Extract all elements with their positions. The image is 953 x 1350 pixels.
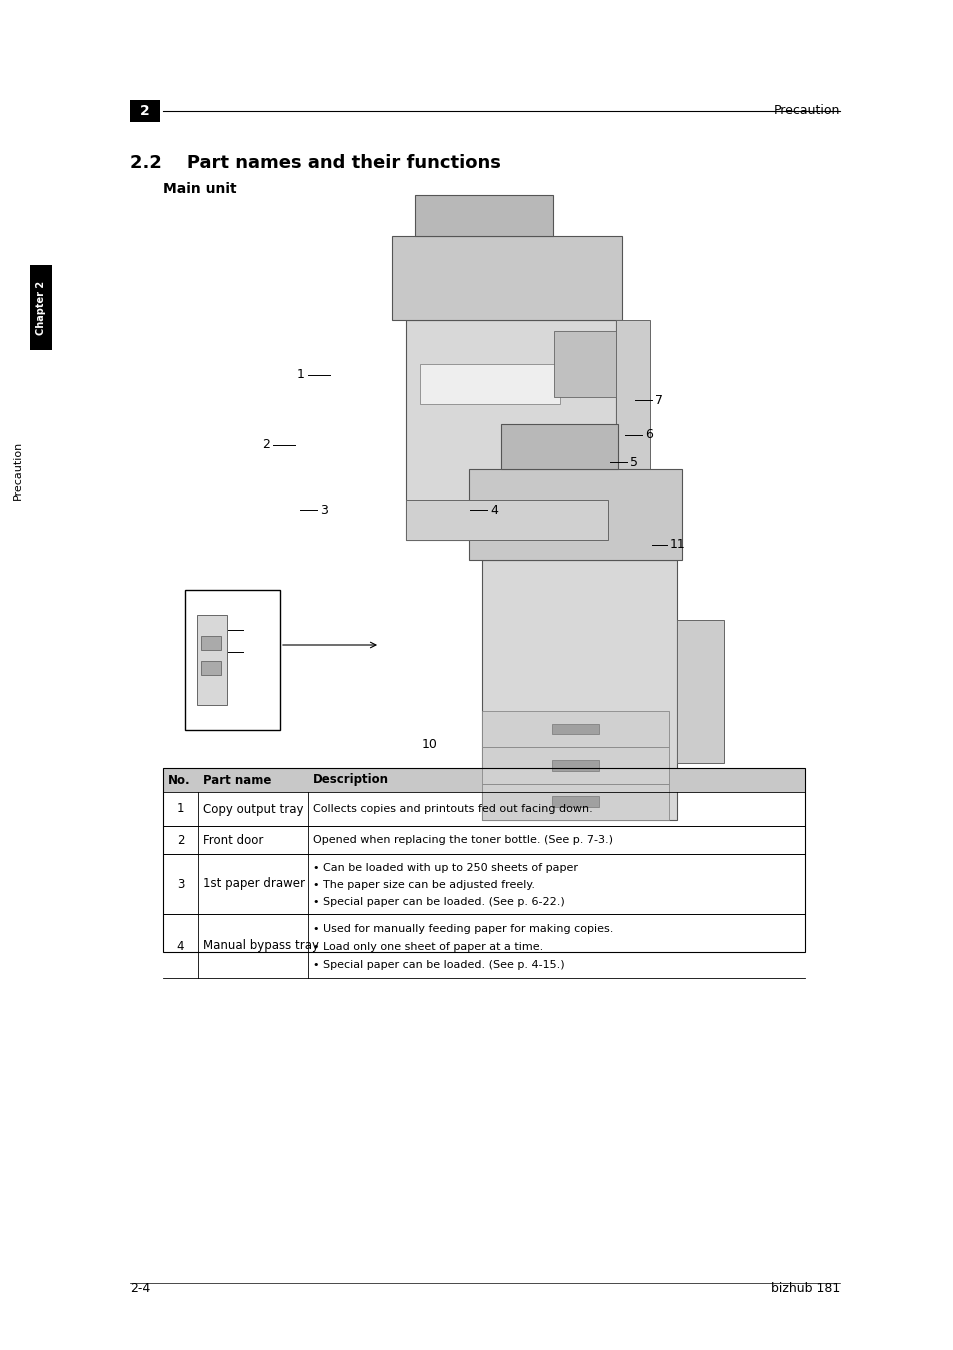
Text: • Special paper can be loaded. (See p. 4-15.): • Special paper can be loaded. (See p. 4…	[313, 960, 564, 971]
Text: 5: 5	[629, 455, 638, 468]
Text: Front door: Front door	[203, 833, 263, 846]
Text: Description: Description	[313, 774, 389, 787]
Text: 6: 6	[644, 428, 652, 441]
Text: 1st paper drawer: 1st paper drawer	[203, 878, 305, 891]
Text: 2: 2	[140, 104, 150, 117]
Bar	[552, 724, 598, 734]
Text: 2-4: 2-4	[130, 1282, 150, 1295]
Bar	[196, 616, 227, 705]
Text: 2.2    Part names and their functions: 2.2 Part names and their functions	[130, 154, 500, 171]
Bar	[406, 320, 616, 540]
Text: • Used for manually feeding paper for making copies.: • Used for manually feeding paper for ma…	[313, 923, 613, 934]
Bar	[406, 501, 607, 540]
Bar	[616, 320, 649, 540]
Text: Copy output tray: Copy output tray	[203, 802, 303, 815]
Text: 11: 11	[669, 539, 685, 552]
Text: 2: 2	[176, 833, 184, 846]
Text: • Special paper can be loaded. (See p. 6-22.): • Special paper can be loaded. (See p. 6…	[313, 896, 564, 907]
Bar	[419, 364, 559, 404]
Bar	[201, 636, 221, 649]
Bar	[500, 424, 618, 468]
Text: Chapter 2: Chapter 2	[36, 281, 46, 335]
Text: 3: 3	[176, 878, 184, 891]
Bar	[392, 236, 621, 320]
Text: Manual bypass tray: Manual bypass tray	[203, 940, 318, 953]
Text: Collects copies and printouts fed out facing down.: Collects copies and printouts fed out fa…	[313, 805, 592, 814]
Bar	[554, 331, 616, 397]
Text: 4: 4	[176, 940, 184, 953]
Bar	[552, 796, 598, 807]
Bar	[30, 265, 52, 350]
Bar	[469, 468, 681, 560]
Bar	[481, 711, 668, 747]
Text: 2: 2	[262, 439, 270, 451]
Text: • The paper size can be adjusted freely.: • The paper size can be adjusted freely.	[313, 880, 535, 890]
Text: Precaution: Precaution	[773, 104, 840, 117]
Text: 4: 4	[490, 504, 497, 517]
Bar	[163, 768, 804, 952]
Text: Main unit: Main unit	[163, 182, 236, 196]
Text: Precaution: Precaution	[13, 440, 23, 500]
Bar	[677, 620, 723, 763]
Text: No.: No.	[168, 774, 191, 787]
Bar	[481, 747, 668, 783]
Text: • Can be loaded with up to 250 sheets of paper: • Can be loaded with up to 250 sheets of…	[313, 863, 578, 872]
Bar	[415, 194, 552, 236]
Text: bizhub 181: bizhub 181	[770, 1282, 840, 1295]
Bar	[163, 768, 804, 792]
Text: 1: 1	[176, 802, 184, 815]
Bar	[130, 100, 160, 122]
Text: 10: 10	[421, 738, 437, 752]
Text: 8: 8	[216, 624, 225, 636]
Text: 3: 3	[319, 504, 328, 517]
Text: 7: 7	[655, 393, 662, 406]
Text: Opened when replacing the toner bottle. (See p. 7-3.): Opened when replacing the toner bottle. …	[313, 836, 613, 845]
Bar	[185, 590, 280, 730]
Bar	[552, 760, 598, 771]
Text: • Load only one sheet of paper at a time.: • Load only one sheet of paper at a time…	[313, 942, 542, 952]
Text: 9: 9	[217, 645, 225, 659]
Bar	[481, 560, 677, 819]
Text: 1: 1	[296, 369, 305, 382]
Bar	[201, 662, 221, 675]
Text: Part name: Part name	[203, 774, 271, 787]
Bar	[481, 783, 668, 819]
